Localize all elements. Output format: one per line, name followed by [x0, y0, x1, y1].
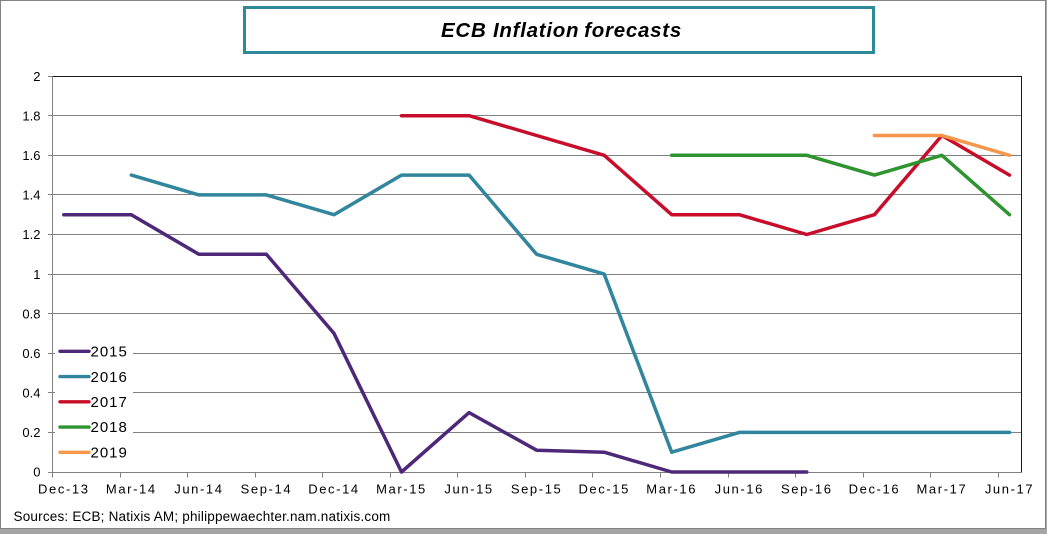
svg-text:Jun-16: Jun-16	[715, 482, 764, 497]
svg-text:Jun-17: Jun-17	[985, 482, 1034, 497]
svg-text:Mar-15: Mar-15	[376, 482, 427, 497]
svg-text:2019: 2019	[91, 445, 128, 462]
svg-text:0.4: 0.4	[22, 386, 40, 401]
svg-text:1.4: 1.4	[22, 188, 40, 203]
svg-text:1.2: 1.2	[22, 227, 40, 242]
svg-text:2016: 2016	[91, 369, 128, 386]
svg-text:0.6: 0.6	[22, 346, 40, 361]
svg-text:Jun-15: Jun-15	[444, 482, 493, 497]
svg-text:Mar-17: Mar-17	[917, 482, 968, 497]
svg-text:Mar-16: Mar-16	[646, 482, 697, 497]
svg-text:Dec-16: Dec-16	[849, 482, 901, 497]
svg-text:Dec-14: Dec-14	[308, 482, 360, 497]
svg-text:1: 1	[33, 267, 40, 282]
svg-text:Jun-14: Jun-14	[174, 482, 223, 497]
svg-text:0.8: 0.8	[22, 306, 40, 321]
svg-text:2015: 2015	[91, 344, 128, 361]
svg-text:Mar-14: Mar-14	[106, 482, 157, 497]
svg-text:1.6: 1.6	[22, 148, 40, 163]
svg-text:1.8: 1.8	[22, 108, 40, 123]
svg-text:2: 2	[33, 69, 40, 84]
svg-text:Dec-15: Dec-15	[578, 482, 630, 497]
svg-text:Dec-13: Dec-13	[38, 482, 90, 497]
svg-text:2017: 2017	[91, 394, 128, 411]
svg-text:0: 0	[33, 465, 40, 480]
svg-text:2018: 2018	[91, 419, 128, 436]
svg-text:0.2: 0.2	[22, 425, 40, 440]
svg-text:Sep-15: Sep-15	[511, 482, 563, 497]
svg-text:Sep-14: Sep-14	[241, 482, 293, 497]
svg-text:Sep-16: Sep-16	[781, 482, 833, 497]
